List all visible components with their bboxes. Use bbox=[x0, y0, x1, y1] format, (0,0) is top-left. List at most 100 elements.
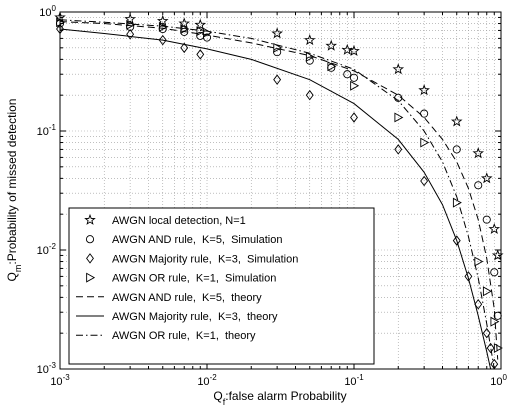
series-4 bbox=[59, 21, 499, 360]
x-tick-label: 10-1 bbox=[344, 373, 364, 388]
y-tick-label-base: 10 bbox=[37, 126, 49, 138]
series-3 bbox=[56, 17, 503, 354]
y-tick-label-exp: 0 bbox=[52, 4, 57, 13]
x-tick-label-base: 10 bbox=[490, 376, 502, 388]
series-point bbox=[349, 73, 359, 82]
x-axis-label-rest: :false alarm Probability bbox=[225, 389, 346, 403]
legend-marker bbox=[84, 213, 96, 225]
series-point bbox=[452, 197, 462, 208]
legend-item-4: AWGN AND rule, K=5, theory bbox=[76, 292, 262, 304]
x-tick-label: 100 bbox=[490, 373, 507, 388]
y-tick-label: 100 bbox=[39, 4, 56, 19]
series-point bbox=[341, 43, 354, 55]
x-axis-label: Qf:false alarm Probability bbox=[213, 389, 346, 405]
legend-label: AWGN Majority rule, K=3, theory bbox=[112, 311, 278, 323]
series-point bbox=[482, 215, 491, 224]
series-line bbox=[59, 19, 495, 370]
legend-label: AWGN AND rule, K=5, theory bbox=[112, 292, 262, 304]
legend-marker bbox=[86, 272, 96, 283]
x-axis-label-base: Q bbox=[213, 389, 222, 403]
series-point bbox=[420, 109, 429, 118]
series-point bbox=[305, 51, 315, 62]
series-0 bbox=[54, 11, 504, 261]
legend-item-5: AWGN Majority rule, K=3, theory bbox=[76, 311, 278, 323]
series-point bbox=[178, 17, 191, 29]
series-point bbox=[156, 14, 169, 26]
legend-item-3: AWGN OR rule, K=1, Simulation bbox=[86, 272, 276, 285]
legend-item-0: AWGN local detection, N=1 bbox=[84, 213, 246, 227]
series-point bbox=[472, 147, 485, 159]
y-axis-label-rest: :Probability of missed detection bbox=[5, 99, 19, 265]
series-point bbox=[305, 89, 314, 101]
series-point bbox=[464, 271, 473, 282]
series-point bbox=[452, 235, 461, 246]
series-point bbox=[420, 137, 430, 148]
legend-label: AWGN OR rule, K=1, theory bbox=[112, 330, 256, 342]
series-point bbox=[350, 80, 360, 91]
series-layer bbox=[54, 11, 504, 370]
legend-label: AWGN OR rule, K=1, Simulation bbox=[112, 273, 276, 285]
y-tick-label-exp: -3 bbox=[49, 361, 57, 370]
y-tick-label-exp: -1 bbox=[49, 123, 57, 132]
x-tick-label: 10-3 bbox=[50, 373, 70, 388]
legend-marker bbox=[86, 253, 94, 264]
y-axis-label-sub: m bbox=[13, 265, 23, 273]
series-point bbox=[348, 44, 360, 56]
series-point bbox=[325, 39, 338, 51]
series-point bbox=[490, 316, 500, 327]
x-tick-label-base: 10 bbox=[344, 376, 356, 388]
y-tick-label-base: 10 bbox=[37, 364, 49, 376]
series-point bbox=[452, 145, 461, 154]
legend-label: AWGN AND rule, K=5, Simulation bbox=[112, 234, 282, 246]
series-point bbox=[194, 18, 207, 30]
legend-items: AWGN local detection, N=1 AWGN AND rule, … bbox=[76, 213, 298, 342]
series-point bbox=[493, 343, 503, 354]
series-point bbox=[474, 299, 483, 310]
series-point bbox=[394, 144, 403, 155]
x-axis-label-sub: f bbox=[223, 397, 226, 405]
legend-label: AWGN Majority rule, K=3, Simulation bbox=[112, 253, 298, 265]
y-tick-label: 10-1 bbox=[37, 123, 57, 138]
series-point bbox=[394, 112, 404, 123]
series-point bbox=[196, 49, 205, 60]
series-point bbox=[343, 70, 352, 79]
y-tick-label: 10-3 bbox=[37, 361, 57, 376]
x-tick-label-base: 10 bbox=[50, 376, 62, 388]
series-point bbox=[482, 327, 491, 339]
x-tick-label-exp: -2 bbox=[210, 373, 218, 382]
series-point bbox=[392, 63, 405, 75]
x-tick-label-exp: 0 bbox=[503, 373, 508, 382]
series-point bbox=[273, 74, 282, 85]
series-point bbox=[126, 29, 135, 40]
series-point bbox=[474, 256, 484, 267]
series-point bbox=[350, 112, 358, 123]
legend-label: AWGN local detection, N=1 bbox=[112, 215, 246, 227]
plot-frame bbox=[59, 11, 502, 370]
y-axis-label: Qm:Probability of missed detection bbox=[5, 99, 23, 282]
series-point bbox=[126, 19, 136, 30]
series-6 bbox=[59, 19, 495, 370]
x-tick-label-base: 10 bbox=[197, 376, 209, 388]
series-point bbox=[420, 175, 429, 187]
series-point bbox=[480, 172, 493, 184]
series-point bbox=[124, 13, 136, 25]
series-point bbox=[486, 342, 495, 354]
series-point bbox=[450, 115, 463, 127]
x-tick-label-exp: -3 bbox=[63, 373, 71, 382]
series-point bbox=[327, 61, 337, 72]
series-point bbox=[490, 268, 499, 277]
y-tick-label: 10-2 bbox=[37, 242, 57, 257]
series-point bbox=[196, 26, 206, 37]
series-line bbox=[59, 28, 492, 370]
legend-marker bbox=[85, 235, 95, 244]
y-tick-label-exp: -2 bbox=[49, 242, 57, 251]
series-5 bbox=[59, 28, 492, 370]
legend-item-2: AWGN Majority rule, K=3, Simulation bbox=[86, 253, 298, 265]
series-point bbox=[303, 34, 316, 46]
x-tick-label-exp: -1 bbox=[357, 373, 365, 382]
series-point bbox=[482, 286, 492, 297]
series-point bbox=[271, 27, 283, 39]
y-tick-label-base: 10 bbox=[39, 7, 51, 19]
